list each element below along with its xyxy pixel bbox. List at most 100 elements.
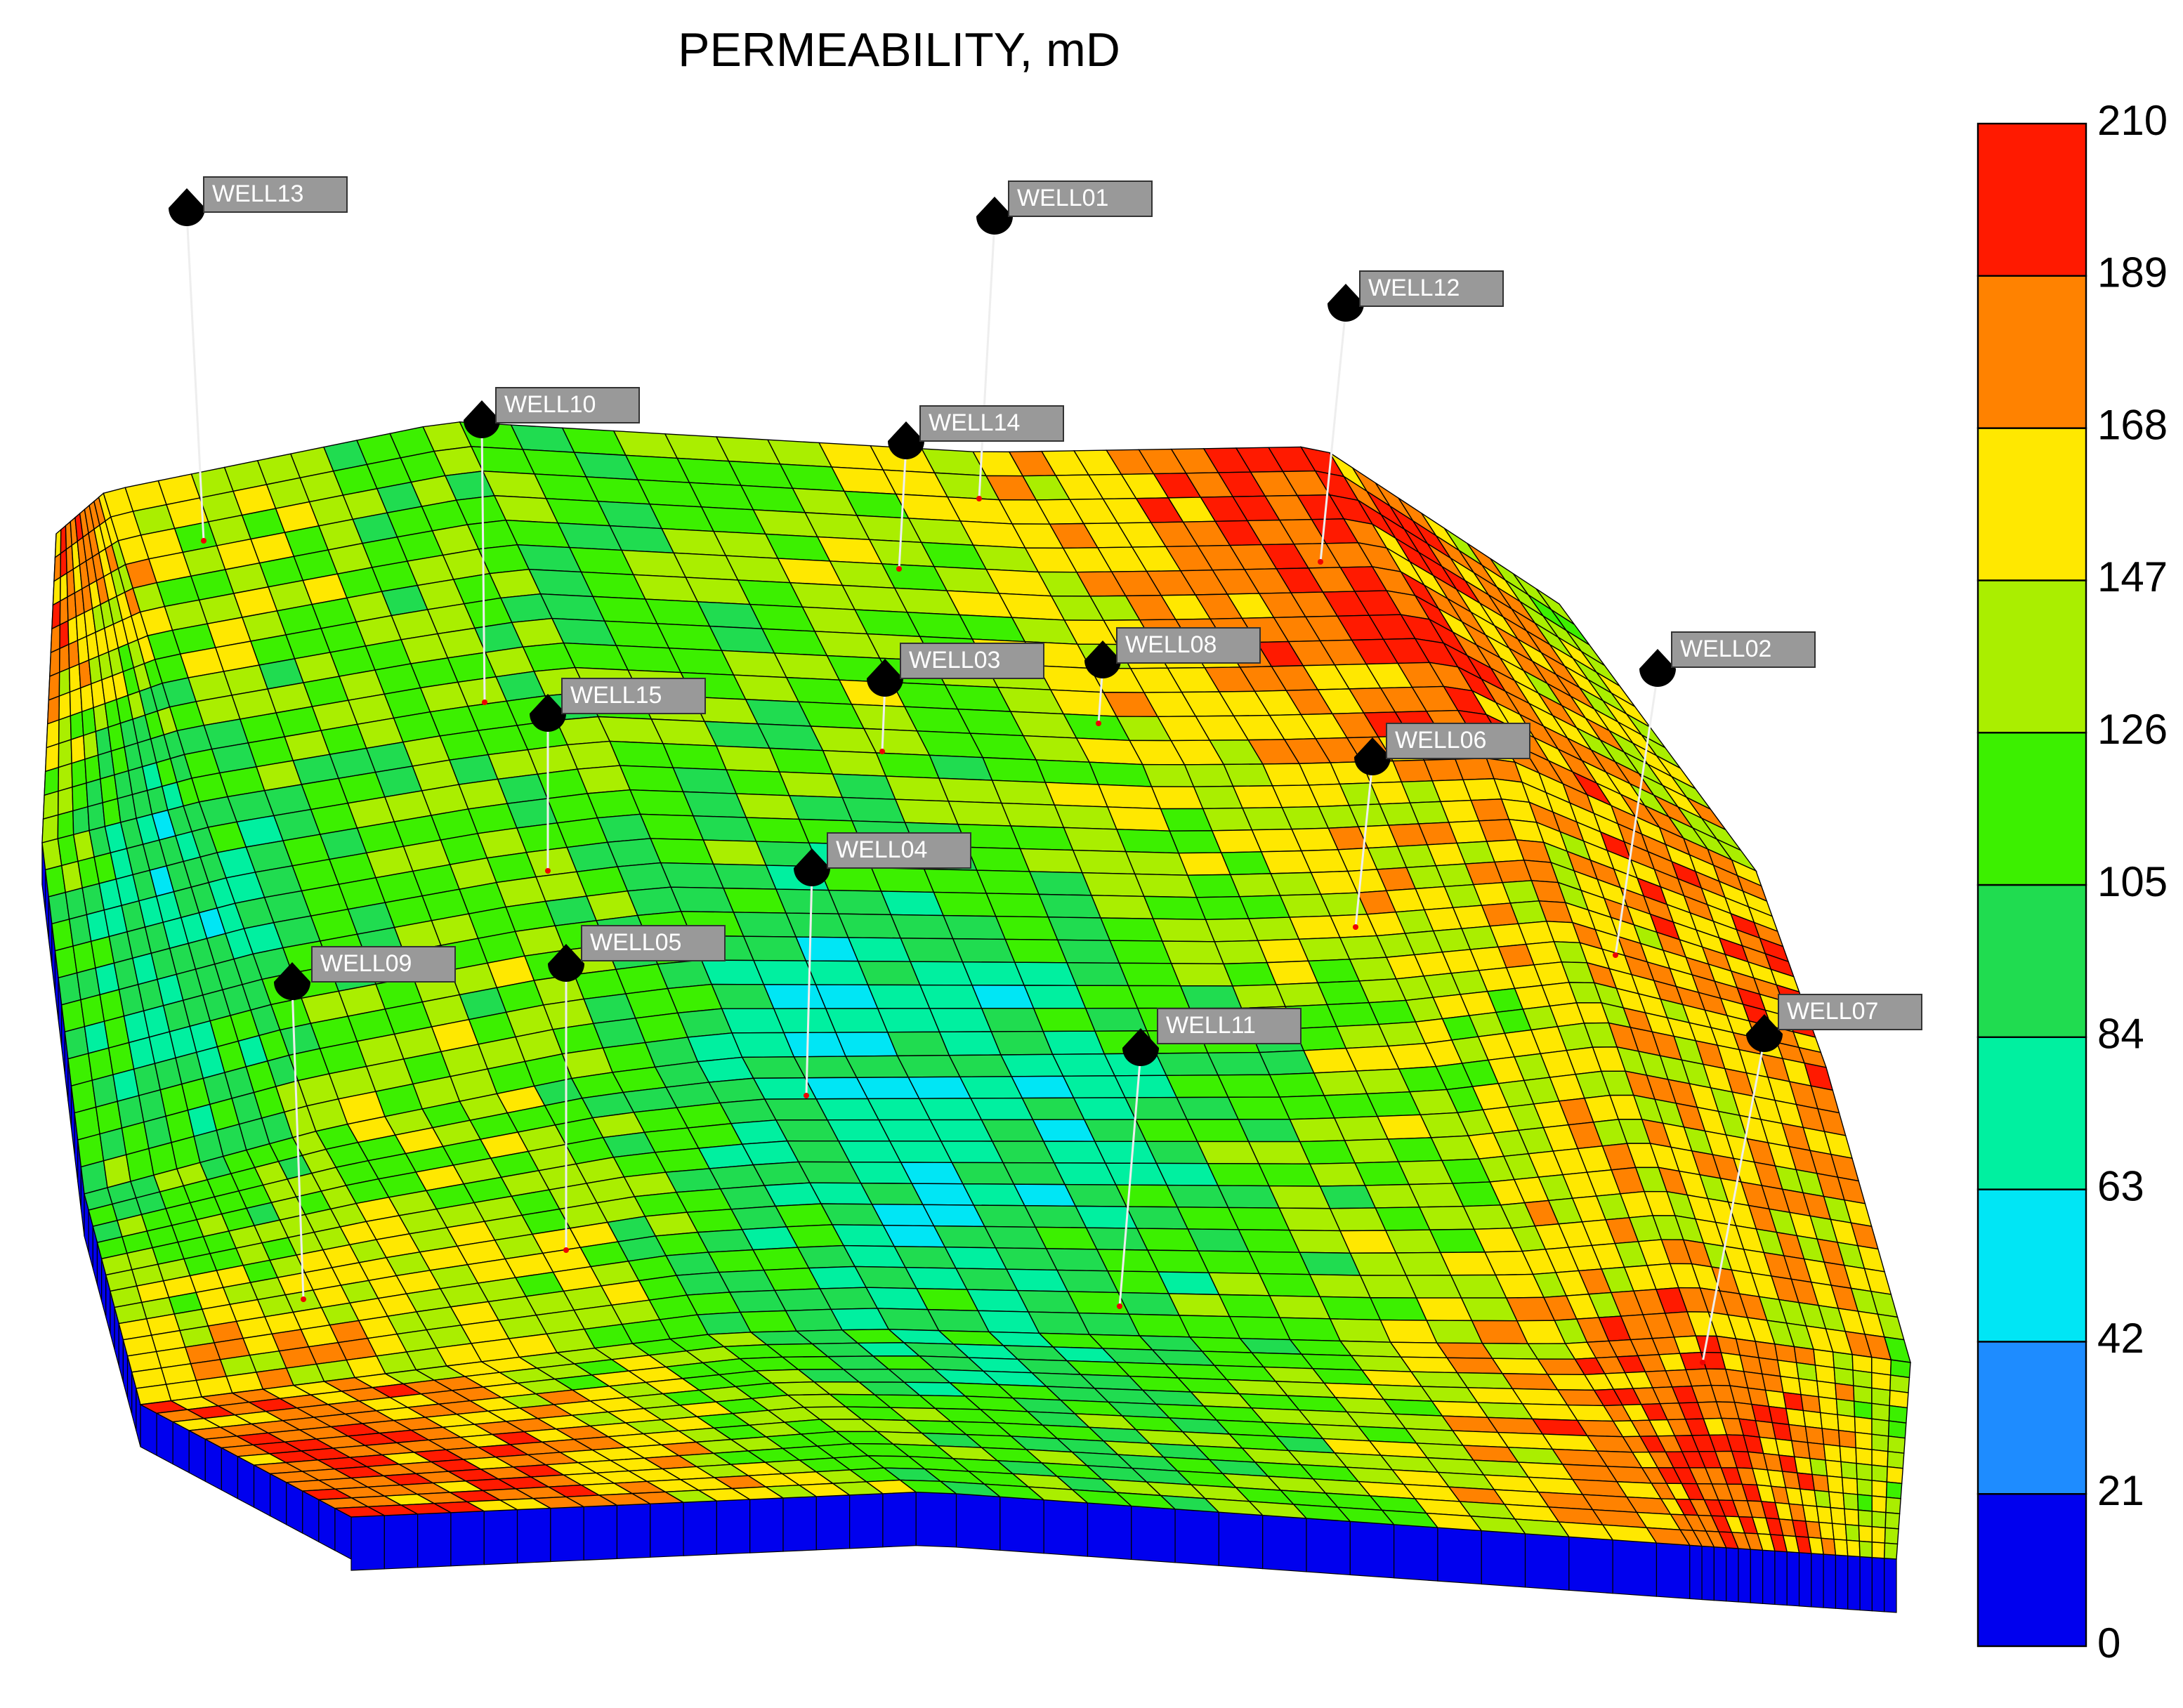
colorbar-tick-label: 21	[2097, 1467, 2144, 1514]
grid-side-cell	[1568, 1536, 1613, 1594]
grid-cell	[70, 711, 84, 740]
grid-cell	[1844, 1523, 1860, 1542]
well-label-box	[1157, 1008, 1302, 1044]
grid-cell	[1871, 1511, 1887, 1529]
grid-side-cell	[1481, 1530, 1526, 1588]
grid-cell	[763, 984, 827, 1009]
grid-cell	[1885, 1497, 1901, 1515]
grid-cell	[1798, 1378, 1820, 1398]
grid-cell	[58, 691, 72, 721]
colorbar-tick-label: 210	[2097, 97, 2168, 144]
colorbar-tick-label: 84	[2097, 1011, 2144, 1058]
grid-cell	[59, 619, 70, 650]
grid-cell	[923, 868, 988, 894]
grid-cell	[1871, 1464, 1888, 1483]
well-label-box	[900, 643, 1044, 679]
grid-side-cell	[915, 1492, 957, 1548]
grid-cell	[1857, 1509, 1873, 1528]
grid-cell	[834, 1031, 898, 1057]
grid-cell	[971, 985, 1035, 1009]
grid-side-cell	[749, 1497, 784, 1553]
grid-side-cell	[583, 1504, 618, 1561]
grid-cell	[1853, 1385, 1873, 1405]
well-label-box	[1671, 631, 1816, 668]
grid-cell	[976, 869, 1040, 895]
colorbar-band	[1976, 122, 2087, 277]
grid-cell	[57, 786, 74, 816]
grid-cell	[1238, 1119, 1301, 1143]
grid-cell	[1127, 985, 1191, 1009]
well-trajectory	[978, 221, 996, 499]
grid-side-cell	[1750, 1549, 1764, 1604]
grid-cell	[72, 806, 90, 836]
grid-cell	[775, 888, 839, 914]
grid-side-cell	[1437, 1527, 1482, 1585]
grid-cell	[1023, 985, 1087, 1009]
grid-cell	[1852, 1369, 1873, 1389]
grid-cell	[60, 572, 68, 602]
grid-cell	[1247, 1141, 1311, 1164]
grid-cell	[929, 754, 993, 781]
well-bottom	[301, 1296, 306, 1302]
grid-cell	[1161, 940, 1225, 965]
grid-cell	[48, 671, 60, 701]
grid-cell	[948, 801, 1012, 827]
grid-cell	[1883, 1542, 1899, 1560]
grid-cell	[952, 938, 1016, 963]
grid-cell	[1814, 1490, 1831, 1509]
grid-cell	[1851, 1353, 1873, 1374]
grid-cell	[1884, 1511, 1901, 1530]
grid-cell	[58, 715, 72, 744]
grid-cell	[1143, 895, 1207, 921]
grid-side-cell	[1835, 1554, 1849, 1610]
grid-cell	[731, 1032, 795, 1058]
well-marker	[867, 659, 903, 697]
well-label-box	[203, 176, 348, 213]
grid-cell	[877, 1008, 940, 1033]
grid-cell	[44, 742, 60, 773]
grid-side-cell	[1218, 1511, 1264, 1570]
grid-cell	[1010, 825, 1074, 851]
grid-cell	[52, 576, 61, 606]
colorbar: 0 21 42 63 84 105 126 147 168 189 210	[1976, 97, 2168, 1667]
grid-cell	[59, 643, 70, 674]
grid-cell	[962, 961, 1025, 986]
grid-cell	[53, 552, 62, 583]
well-trajectory	[1118, 1053, 1142, 1307]
grid-cell	[1887, 1420, 1907, 1439]
grid-cell	[991, 780, 1056, 806]
grid-side-cell	[1713, 1546, 1727, 1602]
grid-cell	[86, 778, 103, 808]
grid-cell	[1097, 784, 1162, 810]
grid-cell	[1807, 1442, 1826, 1461]
grid-cell	[1063, 827, 1127, 853]
grid-cell	[1871, 1480, 1888, 1498]
grid-side-cell	[1306, 1518, 1351, 1576]
grid-cell	[1842, 1492, 1859, 1511]
grid-cell	[57, 810, 74, 840]
well-label-box	[1116, 627, 1261, 664]
grid-cell	[1830, 1506, 1847, 1525]
grid-side-cell	[1884, 1558, 1897, 1613]
grid-cell	[1818, 1396, 1838, 1416]
grid-cell	[1888, 1405, 1908, 1424]
grid-cell	[900, 938, 964, 963]
colorbar-band	[1976, 427, 2087, 582]
well-label-box	[561, 678, 706, 714]
grid-cell	[1871, 1387, 1891, 1407]
grid-side-cell	[550, 1506, 584, 1563]
grid-cell	[1818, 1521, 1835, 1540]
grid-cell	[46, 695, 60, 725]
grid-cell	[1884, 1527, 1899, 1545]
grid-cell	[1841, 1476, 1858, 1495]
grid-cell	[1004, 938, 1068, 964]
grid-cell	[1176, 1096, 1240, 1120]
grid-cell	[1084, 1007, 1148, 1032]
grid-side-cell	[955, 1493, 1001, 1551]
well-label: WELL02	[1680, 636, 1771, 662]
grid-cell	[70, 735, 86, 764]
grid-cell	[1821, 1428, 1841, 1447]
grid-cell	[742, 935, 807, 961]
well-marker	[530, 694, 566, 732]
